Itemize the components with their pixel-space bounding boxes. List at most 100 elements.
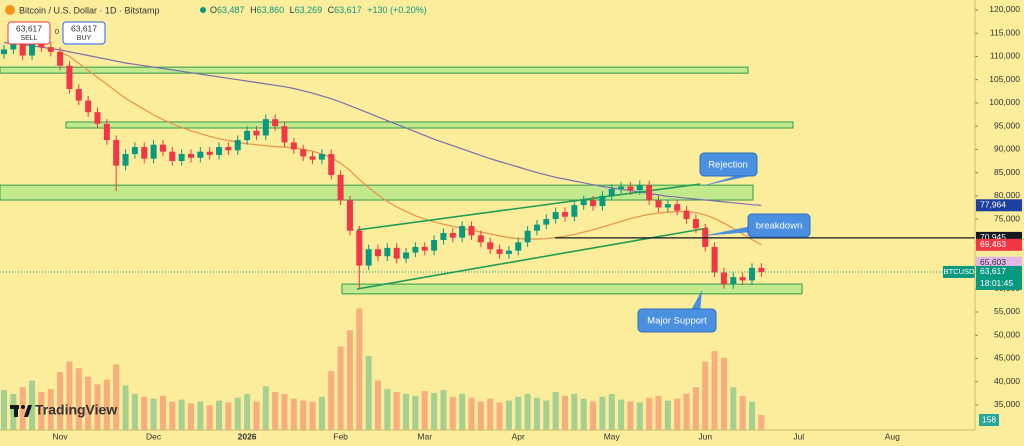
candle-body: [262, 119, 269, 136]
volume-bar: [38, 392, 45, 430]
volume-bar: [562, 395, 568, 430]
volume-bar: [440, 390, 447, 430]
volume-bar: [431, 392, 438, 430]
candle-body: [674, 204, 681, 211]
candle-body: [29, 40, 36, 56]
callout-text: Rejection: [708, 160, 748, 171]
countdown: 18:01:45: [980, 278, 1013, 288]
volume-bar: [552, 392, 559, 430]
volume-bar: [262, 386, 269, 430]
sell-price[interactable]: 63,617: [16, 23, 42, 33]
candle-body: [19, 43, 26, 56]
candle-body: [655, 200, 662, 208]
volume-bar: [365, 355, 372, 430]
btc-icon: [5, 5, 15, 15]
ohlc: O63,487 H63,860 L63,269 C63,617 +130 (+0…: [210, 5, 427, 15]
volume-badge: 158: [982, 414, 996, 424]
volume-bar: [711, 351, 718, 430]
candle-body: [356, 230, 363, 266]
y-tick-label: 120,000: [989, 4, 1020, 14]
sell-label[interactable]: SELL: [20, 35, 37, 42]
candle-body: [459, 226, 466, 238]
x-tick-label: Aug: [885, 431, 900, 441]
volume-bar: [113, 364, 120, 430]
y-tick-label: 110,000: [990, 51, 1020, 61]
candle-body: [468, 226, 475, 236]
x-tick-label: 2026: [238, 431, 257, 441]
volume-bar: [178, 399, 185, 430]
candle-body: [103, 123, 110, 141]
candle-body: [178, 154, 185, 161]
volume-bar: [47, 389, 54, 430]
volume-bar: [543, 400, 550, 430]
volume-bar: [309, 401, 316, 430]
status-dot: [200, 7, 206, 13]
y-tick-label: 75,000: [994, 213, 1020, 223]
buy-box[interactable]: [62, 21, 106, 45]
volume-bar: [468, 397, 475, 430]
volume-bar: [159, 395, 166, 430]
candle-body: [403, 252, 410, 259]
logo-mark: [21, 405, 25, 409]
volume-bar: [197, 401, 204, 430]
ohlc-value: 63,617: [334, 5, 362, 15]
candle-body: [375, 249, 381, 257]
candle-body: [580, 200, 587, 206]
candle-body: [692, 219, 699, 229]
volume-bar: [393, 392, 400, 430]
buy-price[interactable]: 63,617: [71, 23, 97, 33]
candle-body: [66, 65, 73, 89]
candle-body: [113, 140, 120, 166]
volume-bar: [730, 387, 737, 430]
candle-body: [188, 154, 194, 158]
callout-pointer: [690, 290, 702, 314]
volume-bar: [328, 371, 335, 430]
candle-body: [234, 140, 241, 151]
y-tick-label: 85,000: [994, 167, 1020, 177]
candle-body: [300, 149, 307, 157]
volume-bar: [375, 380, 381, 430]
y-tick-label: 105,000: [989, 74, 1020, 84]
volume-bar: [85, 376, 92, 430]
candle-body: [10, 43, 17, 50]
sell-box[interactable]: [7, 21, 51, 45]
volume-bar: [477, 401, 484, 430]
zone: [65, 121, 794, 129]
candle-body: [543, 219, 550, 225]
symbol-box: [943, 265, 975, 278]
y-tick-label: 90,000: [994, 144, 1020, 154]
volume-bar: [692, 387, 699, 430]
candle-body: [496, 249, 503, 254]
callout-text: breakdown: [756, 221, 802, 232]
zone: [341, 283, 803, 295]
x-tick-label: Feb: [333, 431, 348, 441]
buy-label[interactable]: BUY: [77, 35, 92, 42]
candle-body: [57, 51, 64, 66]
price-label: 69,463: [980, 239, 1006, 249]
volume-bar: [131, 393, 138, 430]
candle-body: [431, 239, 438, 251]
x-tick-label: Dec: [146, 431, 162, 441]
volume-bar: [356, 308, 363, 430]
ohlc-value: 63,269: [295, 5, 323, 15]
candle-body: [524, 230, 531, 243]
x-tick-label: Nov: [53, 431, 69, 441]
candle-body: [758, 267, 765, 272]
candle-body: [318, 154, 325, 160]
candle-body: [730, 277, 737, 285]
x-tick-label: May: [604, 431, 621, 441]
candle-body: [244, 130, 251, 141]
buy-button[interactable]: 63,617 BUY: [62, 21, 106, 45]
ohlc-change: +130 (+0.20%): [367, 5, 427, 15]
volume-bar: [749, 401, 755, 430]
candle-body: [159, 144, 166, 152]
volume-bar: [244, 393, 251, 430]
volume-badge-box: [979, 414, 999, 426]
volume-bar: [599, 396, 606, 430]
candle-body: [515, 242, 522, 251]
sell-button[interactable]: 63,617 SELL: [7, 21, 51, 45]
volume-bar: [272, 392, 279, 430]
callout-pointer: [702, 226, 752, 236]
price-label: 70,945: [980, 232, 1006, 242]
